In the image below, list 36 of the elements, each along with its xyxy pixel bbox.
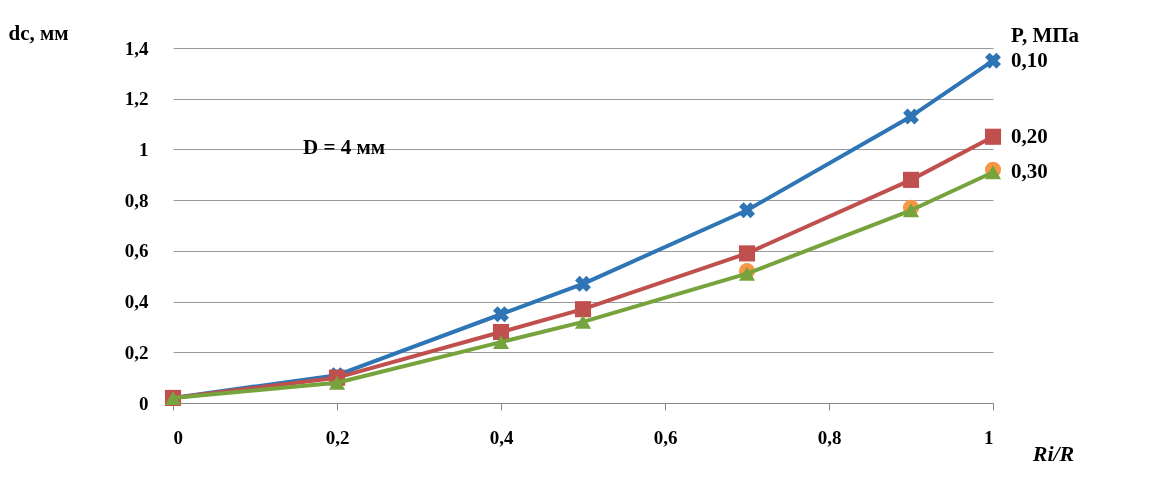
- point: [493, 306, 509, 323]
- y-tick-label: 1,2: [124, 88, 149, 110]
- series-label: 0,10: [1011, 47, 1048, 72]
- y-tick-label: 1,4: [124, 37, 149, 59]
- point: [492, 335, 510, 350]
- x-tick-label: 0,6: [653, 426, 678, 448]
- y-tick-label: 0,8: [124, 189, 149, 211]
- point: [739, 202, 755, 219]
- y-tick-label: 0: [139, 392, 149, 414]
- y-tick-label: 0,2: [124, 341, 149, 363]
- y-tick-label: 0,6: [124, 240, 149, 262]
- x-tick-label: 0,2: [325, 426, 350, 448]
- point: [902, 171, 920, 188]
- series-label: 0,20: [1011, 123, 1048, 148]
- x-tick-label: 0: [173, 426, 183, 448]
- x-tick-label: 1: [984, 426, 994, 448]
- y-tick-label: 0,4: [124, 291, 149, 313]
- point: [492, 323, 510, 341]
- y-tick-label: 1: [139, 138, 149, 160]
- point: [985, 52, 1001, 69]
- point: [984, 128, 1002, 145]
- series-label: 0,30: [1011, 159, 1048, 184]
- point: [574, 301, 592, 318]
- x-tick-label: 0,4: [489, 426, 514, 448]
- legend-title: P, МПа: [1011, 23, 1080, 47]
- point: [903, 108, 919, 125]
- point: [738, 245, 756, 262]
- point: [328, 375, 346, 390]
- point: [575, 275, 591, 292]
- x-tick-label: 0,8: [817, 426, 842, 448]
- point: [574, 314, 592, 329]
- annotation: D = 4 мм: [303, 135, 385, 159]
- point: [984, 165, 1002, 180]
- x-axis-title: Ri/R: [1031, 440, 1075, 466]
- y-axis-title: dc, мм: [8, 20, 69, 45]
- point: [902, 203, 920, 218]
